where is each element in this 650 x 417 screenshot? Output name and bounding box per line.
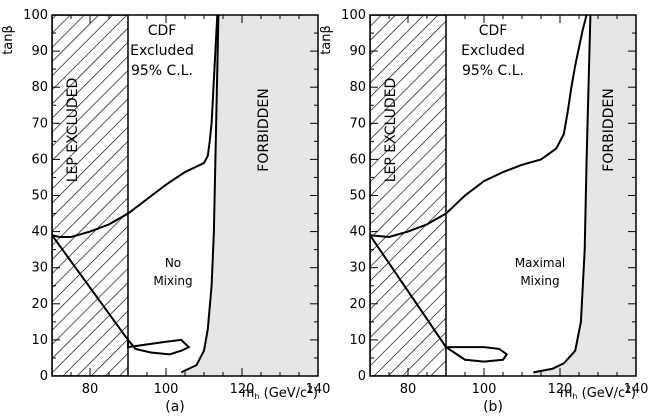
y-tick-label: 80 <box>349 80 366 95</box>
y-tick-label: 40 <box>31 225 48 240</box>
lep-excluded-label: LEP EXCLUDED <box>65 78 81 183</box>
mixing-label-line: No <box>165 256 181 270</box>
x-tick-labels: 80 100 120 140 <box>400 382 649 397</box>
y-tick-label: 100 <box>341 8 366 23</box>
x-tick-label: 120 <box>230 382 255 397</box>
mixing-label-line: Mixing <box>153 274 192 288</box>
y-tick-label: 60 <box>349 152 366 167</box>
cdf-label-line: CDF <box>479 23 508 39</box>
cdf-label-line: Excluded <box>130 43 194 59</box>
x-axis-label: mh (GeV/c2) <box>560 385 636 401</box>
cdf-label-line: 95% C.L. <box>131 63 193 79</box>
forbidden-region <box>181 15 318 376</box>
x-axis-label: mh (GeV/c2) <box>242 385 318 401</box>
x-tick-label: 80 <box>82 382 99 397</box>
y-tick-label: 70 <box>31 116 48 131</box>
cdf-label-line: 95% C.L. <box>462 63 524 79</box>
y-tick-label: 100 <box>23 8 48 23</box>
y-tick-label: 30 <box>349 261 366 276</box>
y-tick-label: 60 <box>31 152 48 167</box>
y-tick-label: 10 <box>31 333 48 348</box>
forbidden-boundary-line <box>533 15 592 374</box>
cdf-boundary-line <box>370 15 588 363</box>
axis-ticks <box>369 14 637 377</box>
y-tick-label: 90 <box>31 44 48 59</box>
cdf-boundary-line <box>52 15 219 356</box>
y-tick-label: 50 <box>31 189 48 204</box>
mixing-label-line: Maximal <box>515 256 566 270</box>
y-tick-label: 20 <box>31 297 48 312</box>
x-tick-labels: 80 100 120 140 <box>82 382 331 397</box>
forbidden-label: FORBIDDEN <box>256 88 272 171</box>
lep-excluded-hatch <box>370 15 447 376</box>
lep-excluded-hatch <box>52 15 129 376</box>
x-tick-label: 100 <box>154 382 179 397</box>
y-tick-label: 20 <box>349 297 366 312</box>
y-tick-label: 80 <box>31 80 48 95</box>
y-tick-label: 70 <box>349 116 366 131</box>
y-axis-label: tanβ <box>1 25 16 55</box>
y-axis-label: tanβ <box>319 25 334 55</box>
y-tick-label: 30 <box>31 261 48 276</box>
y-tick-label: 10 <box>349 333 366 348</box>
y-tick-labels: 0 10 20 30 40 50 60 70 80 90 100 <box>23 8 48 384</box>
y-tick-label: 0 <box>40 369 48 384</box>
x-tick-label: 80 <box>400 382 417 397</box>
panel-label: (b) <box>483 399 503 415</box>
lep-excluded-label: LEP EXCLUDED <box>383 78 399 183</box>
y-tick-labels: 0 10 20 30 40 50 60 70 80 90 100 <box>341 8 366 384</box>
forbidden-boundary-line <box>180 15 220 374</box>
axis-ticks <box>51 14 319 377</box>
y-tick-label: 50 <box>349 189 366 204</box>
y-tick-label: 0 <box>358 369 366 384</box>
y-tick-label: 40 <box>349 225 366 240</box>
y-tick-label: 90 <box>349 44 366 59</box>
forbidden-label: FORBIDDEN <box>601 88 617 171</box>
x-tick-label: 140 <box>624 382 649 397</box>
mixing-label-line: Mixing <box>520 274 559 288</box>
cdf-label-line: Excluded <box>461 43 525 59</box>
x-tick-label: 100 <box>472 382 497 397</box>
forbidden-region <box>533 15 636 376</box>
x-tick-label: 120 <box>548 382 573 397</box>
x-tick-label: 140 <box>306 382 331 397</box>
cdf-label-line: CDF <box>148 23 177 39</box>
panel-label: (a) <box>165 399 185 415</box>
